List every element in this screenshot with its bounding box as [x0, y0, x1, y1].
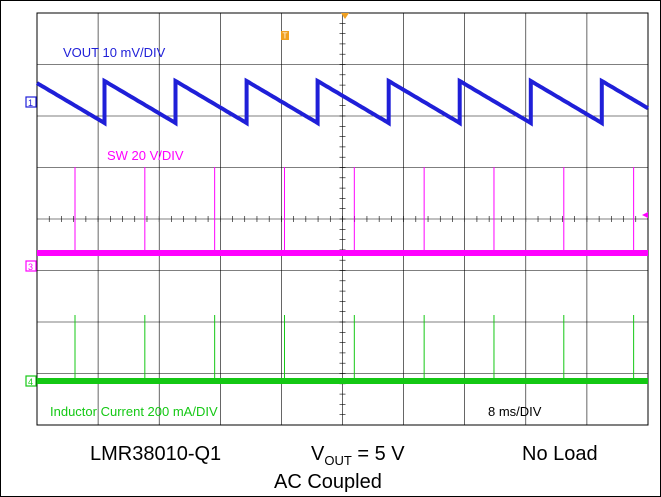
inductor-current-trace — [37, 378, 648, 384]
vout-caption-subscript: OUT — [324, 453, 352, 468]
inductor-current-scale-label: Inductor Current 200 mA/DIV — [50, 404, 218, 419]
vout-trace — [35, 77, 649, 127]
svg-text:4: 4 — [28, 377, 33, 387]
vout-caption-value: = 5 V — [351, 443, 405, 465]
channel-marker-1: 1 — [25, 96, 37, 108]
svg-text:1: 1 — [28, 98, 33, 108]
sw-trace — [37, 250, 648, 256]
trigger-level-marker — [642, 212, 648, 218]
trigger-position-marker — [341, 13, 349, 19]
svg-text:T: T — [283, 32, 288, 41]
vout-caption-main: V — [311, 443, 325, 465]
channel-marker-3: 3 — [25, 260, 37, 272]
coupling-caption: AC Coupled — [274, 471, 382, 493]
oscilloscope-plot: VOUT 10 mV/DIV SW 20 V/DIV Inductor Curr… — [25, 12, 649, 426]
scope-grid — [36, 12, 649, 426]
vout-caption: VOUT = 5 V — [311, 443, 405, 468]
scope-labels: VOUT 10 mV/DIV SW 20 V/DIV Inductor Curr… — [50, 45, 542, 419]
load-caption: No Load — [522, 443, 598, 465]
sw-scale-label: SW 20 V/DIV — [107, 148, 184, 163]
vout-scale-label: VOUT 10 mV/DIV — [63, 45, 166, 60]
channel-marker-4: 4 — [25, 375, 37, 387]
svg-text:3: 3 — [28, 262, 33, 272]
timebase-label: 8 ms/DIV — [488, 404, 542, 419]
scope-traces — [35, 77, 649, 384]
trigger-marker: T — [281, 31, 289, 41]
channel-markers: 1 3 4 T — [25, 13, 648, 387]
device-caption: LMR38010-Q1 — [90, 443, 222, 465]
